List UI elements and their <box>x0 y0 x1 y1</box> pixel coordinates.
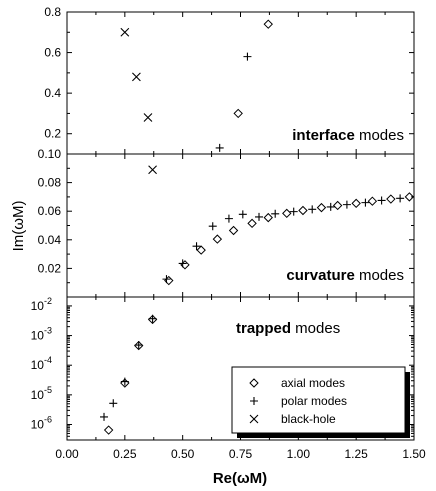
x-tick-label: 0.00 <box>55 447 79 461</box>
x-tick-label: 1.50 <box>402 447 426 461</box>
data-point-plus <box>308 205 317 214</box>
y-tick-label: 10-5 <box>31 385 52 402</box>
data-point-plus <box>271 209 280 218</box>
data-point-diamond <box>212 234 223 244</box>
data-point-x <box>120 27 130 37</box>
y-tick-label: 10-3 <box>31 326 52 343</box>
data-point-plus <box>255 212 264 221</box>
data-point-plus <box>326 202 335 211</box>
legend-box <box>231 366 406 434</box>
y-tick-label: 10-6 <box>31 414 52 431</box>
y-tick-label: 0.10 <box>38 147 62 161</box>
data-point-plus <box>208 222 217 231</box>
x-tick-label: 0.75 <box>229 447 253 461</box>
legend-label: black-hole <box>281 412 336 426</box>
data-point-plus <box>134 341 143 350</box>
data-point-x <box>148 165 157 175</box>
data-point-plus <box>238 210 247 219</box>
y-tick-label: 10-2 <box>31 296 52 313</box>
data-point-diamond <box>298 205 308 216</box>
x-tick-label: 1.25 <box>344 447 368 461</box>
data-point-plus <box>289 207 298 216</box>
data-point-plus <box>243 52 252 61</box>
data-point-diamond <box>351 198 361 209</box>
x-tick-label: 1.00 <box>287 447 311 461</box>
data-point-diamond <box>228 225 239 236</box>
data-point-diamond <box>367 196 378 206</box>
y-tick-label: 0.4 <box>44 86 61 100</box>
data-point-diamond <box>233 108 243 119</box>
data-point-plus <box>215 143 224 152</box>
data-point-diamond <box>282 208 292 219</box>
y-tick-label: 0.8 <box>44 5 61 19</box>
data-point-plus <box>109 399 118 408</box>
panel-annotation-middle: curvature modes <box>286 267 404 284</box>
data-point-diamond <box>103 425 114 435</box>
legend-marker-plus <box>250 397 258 405</box>
data-point-diamond <box>134 340 144 351</box>
legend-label: polar modes <box>281 394 347 408</box>
y-tick-label: 0.6 <box>44 46 61 60</box>
data-point-plus <box>178 259 187 268</box>
y-tick-label: 0.06 <box>38 204 62 218</box>
y-tick-label: 0.2 <box>44 127 61 141</box>
data-point-diamond <box>404 192 415 202</box>
data-point-diamond <box>263 19 273 29</box>
data-point-plus <box>396 194 405 203</box>
legend: axial modes polar modes black-hole <box>231 366 410 438</box>
y-tick-label: 0.04 <box>38 233 62 247</box>
data-point-diamond <box>247 218 257 229</box>
data-point-plus <box>377 196 386 205</box>
data-point-diamond <box>263 212 273 223</box>
panel-annotation-top: interface modes <box>292 127 404 144</box>
data-point-diamond <box>332 200 343 211</box>
data-point-plus <box>162 275 171 284</box>
data-point-plus <box>148 314 157 323</box>
data-point-plus <box>192 242 201 251</box>
data-point-diamond <box>196 245 206 255</box>
data-point-plus <box>342 200 351 209</box>
legend-marker-x <box>249 414 259 424</box>
data-point-diamond <box>386 194 396 204</box>
x-tick-label: 0.50 <box>171 447 195 461</box>
data-point-plus <box>361 198 370 207</box>
data-point-diamond <box>147 314 158 325</box>
data-point-diamond <box>316 202 327 213</box>
data-point-x <box>143 113 153 122</box>
x-tick-label: 0.25 <box>113 447 137 461</box>
y-axis-label: Im(ωM) <box>10 201 27 252</box>
legend-marker-diamond <box>249 378 259 388</box>
y-tick-label: 0.02 <box>38 261 62 275</box>
x-axis-label: Re(ωM) <box>213 470 267 487</box>
data-point-x <box>132 72 141 82</box>
data-point-plus <box>100 412 109 421</box>
legend-label: axial modes <box>281 376 345 390</box>
y-tick-label: 10-4 <box>31 355 52 372</box>
y-tick-label: 0.08 <box>38 176 62 190</box>
data-point-plus <box>120 377 129 386</box>
data-point-plus <box>224 214 233 223</box>
panel-annotation-bottom: trapped modes <box>236 320 340 337</box>
